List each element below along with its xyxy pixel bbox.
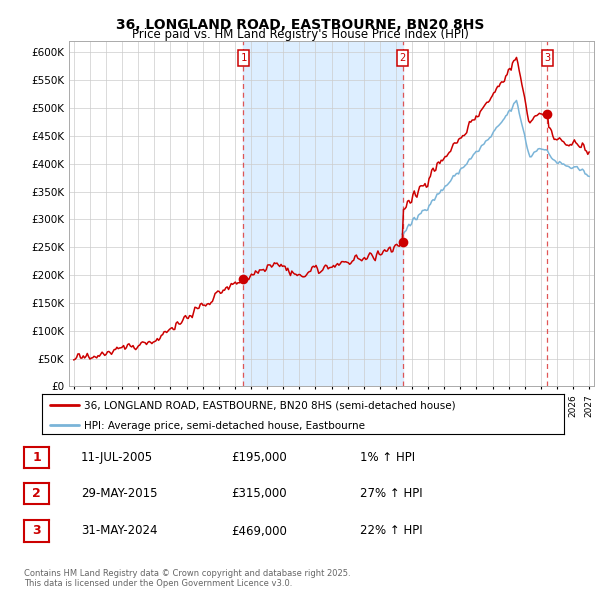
Text: 3: 3: [32, 525, 41, 537]
Text: 1: 1: [32, 451, 41, 464]
Bar: [244, 41, 403, 386]
Text: 1% ↑ HPI: 1% ↑ HPI: [360, 451, 415, 464]
Text: 11-JUL-2005: 11-JUL-2005: [81, 451, 153, 464]
Text: £195,000: £195,000: [231, 451, 287, 464]
Text: £469,000: £469,000: [231, 525, 287, 537]
Text: Contains HM Land Registry data © Crown copyright and database right 2025.
This d: Contains HM Land Registry data © Crown c…: [24, 569, 350, 588]
Text: 36, LONGLAND ROAD, EASTBOURNE, BN20 8HS (semi-detached house): 36, LONGLAND ROAD, EASTBOURNE, BN20 8HS …: [84, 401, 455, 411]
Bar: [547, 41, 597, 386]
Bar: [547, 41, 597, 386]
Text: 22% ↑ HPI: 22% ↑ HPI: [360, 525, 422, 537]
Text: 36, LONGLAND ROAD, EASTBOURNE, BN20 8HS: 36, LONGLAND ROAD, EASTBOURNE, BN20 8HS: [116, 18, 484, 32]
Text: HPI: Average price, semi-detached house, Eastbourne: HPI: Average price, semi-detached house,…: [84, 421, 365, 431]
Text: 2: 2: [32, 487, 41, 500]
Text: £315,000: £315,000: [231, 487, 287, 500]
Text: 2: 2: [400, 53, 406, 63]
Text: 3: 3: [544, 53, 551, 63]
Text: 27% ↑ HPI: 27% ↑ HPI: [360, 487, 422, 500]
Text: 29-MAY-2015: 29-MAY-2015: [81, 487, 157, 500]
Text: 1: 1: [240, 53, 247, 63]
Text: 31-MAY-2024: 31-MAY-2024: [81, 525, 157, 537]
Text: Price paid vs. HM Land Registry's House Price Index (HPI): Price paid vs. HM Land Registry's House …: [131, 28, 469, 41]
